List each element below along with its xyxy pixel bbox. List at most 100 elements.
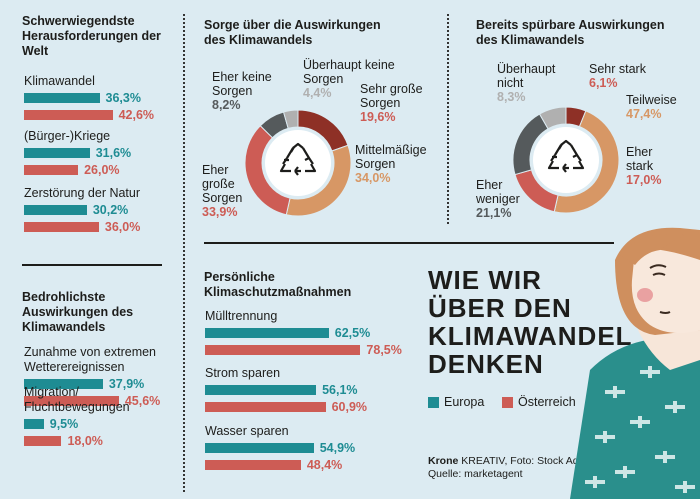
donut-label: Sehr stark 6,1%	[589, 62, 649, 90]
bar-europa	[24, 419, 44, 429]
bar-value-label: 56,1%	[322, 383, 358, 397]
person-illustration	[570, 227, 700, 499]
chart1-title: Schwerwiegendste Herausforderungen der W…	[22, 14, 161, 58]
main-title-line-3: KLIMAWANDEL	[428, 321, 633, 351]
category-label: Klimawandel	[24, 74, 95, 88]
category-label: Migration/ Fluchtbewegungen	[24, 385, 130, 414]
recycle-icon	[279, 142, 317, 176]
bar-europa	[24, 148, 90, 158]
bar-value-label: 18,0%	[67, 434, 103, 448]
donut-center	[533, 127, 599, 193]
donut-label-value: 6,1%	[589, 76, 618, 90]
main-title: WIE WIR ÜBER DEN KLIMAWANDEL DENKEN	[428, 266, 633, 378]
category-label: Mülltrennung	[205, 309, 278, 323]
donut-label: Überhaupt nicht 8,3%	[497, 62, 557, 104]
bar-oesterreich	[24, 222, 99, 232]
main-title-line-2: ÜBER DEN	[428, 293, 572, 323]
source-credit-text: KREATIV, Foto: Stock Adobe	[461, 455, 597, 467]
bar-europa	[24, 379, 103, 389]
legend-europa-label: Europa	[444, 395, 485, 409]
donut-label-value: 33,9%	[202, 205, 238, 219]
recycle-icon	[547, 139, 585, 173]
category-label: Strom sparen	[205, 366, 281, 380]
bar-value-label: 45,6%	[124, 394, 161, 408]
separator-mid-h	[204, 242, 614, 244]
chart2-title: Bedrohlichste Auswirkungen des Klimawand…	[22, 290, 134, 334]
bar-value-label: 31,6%	[95, 146, 132, 160]
donut-label-value: 4,4%	[303, 86, 332, 100]
donut-slice	[282, 109, 299, 129]
source-brand: Krone	[428, 455, 459, 467]
bar-value-label: 42,6%	[118, 108, 155, 122]
legend-europa-swatch	[428, 397, 439, 408]
chart5-title: Persönliche Klimaschutzmaßnahmen	[204, 270, 352, 299]
bar-europa	[205, 385, 317, 395]
donut-label: Überhaupt keine Sorgen 4,4%	[303, 58, 403, 100]
donut-label-value: 8,3%	[497, 90, 526, 104]
donut-label: Teilweise 47,4%	[626, 93, 686, 121]
donut-label-value: 34,0%	[355, 171, 391, 185]
bar-value-label: 36,0%	[104, 220, 141, 234]
donut-slice	[553, 110, 620, 214]
chart4-donut	[512, 106, 620, 214]
bar-oesterreich	[205, 460, 301, 470]
donut-label-name: Überhaupt nicht	[497, 62, 556, 90]
donut-label: Sehr große Sorgen 19,6%	[360, 82, 432, 124]
separator-left	[183, 14, 185, 492]
bar-oesterreich	[24, 396, 119, 406]
bar-oesterreich	[24, 165, 79, 175]
bar-oesterreich	[205, 345, 361, 355]
source-quelle: Quelle: marketagent	[428, 468, 523, 480]
donut-label-name: Eher große Sorgen	[202, 163, 243, 205]
bar-europa	[205, 328, 329, 338]
bar-value-label: 48,4%	[306, 458, 343, 472]
bar-europa	[24, 93, 100, 103]
donut-label-name: Überhaupt keine Sorgen	[303, 58, 395, 86]
bar-value-label: 62,5%	[334, 326, 371, 340]
donut-label-name: Sehr große Sorgen	[360, 82, 423, 110]
donut-label: Eher stark 17,0%	[626, 145, 676, 187]
bar-oesterreich	[24, 110, 113, 120]
main-title-line-1: WIE WIR	[428, 265, 542, 295]
donut-label-name: Eher weniger	[476, 178, 520, 206]
bar-value-label: 37,9%	[108, 377, 145, 391]
bar-oesterreich	[24, 436, 62, 446]
category-label: Zunahme von extremen Wetterereignissen	[24, 345, 157, 374]
bar-value-label: 26,0%	[84, 163, 120, 177]
bar-europa	[205, 443, 314, 453]
separator-right	[447, 14, 449, 224]
chart3-title: Sorge über die Auswirkungen des Klimawan…	[204, 18, 381, 47]
donut-label-name: Teilweise	[626, 93, 677, 107]
bar-value-label: 9,5%	[49, 417, 79, 431]
donut-label-name: Eher keine Sorgen	[212, 70, 272, 98]
bar-value-label: 36,3%	[105, 91, 141, 105]
donut-label-value: 21,1%	[476, 206, 512, 220]
bar-value-label: 60,9%	[331, 400, 368, 414]
donut-slice	[538, 106, 567, 130]
bar-oesterreich	[205, 402, 326, 412]
category-label: (Bürger-)Kriege	[24, 129, 111, 143]
donut-center	[265, 130, 331, 196]
chart4-title: Bereits spürbare Auswirkungen des Klimaw…	[476, 18, 665, 47]
donut-label: Mittelmäßige Sorgen 34,0%	[355, 143, 445, 185]
main-title-line-4: DENKEN	[428, 349, 544, 379]
bar-value-label: 54,9%	[319, 441, 356, 455]
category-label: Wasser sparen	[205, 424, 289, 438]
donut-label: Eher keine Sorgen 8,2%	[212, 70, 274, 112]
bar-value-label: 78,5%	[366, 343, 402, 357]
legend-oesterreich-swatch	[502, 397, 513, 408]
bar-europa	[24, 205, 87, 215]
source-credit: Krone KREATIV, Foto: Stock Adobe	[428, 455, 596, 468]
donut-label-value: 19,6%	[360, 110, 396, 124]
donut-label-name: Eher stark	[626, 145, 654, 173]
donut-label-name: Sehr stark	[589, 62, 646, 76]
donut-label-value: 17,0%	[626, 173, 662, 187]
separator-left-h	[22, 264, 162, 266]
donut-label-value: 47,4%	[626, 107, 662, 121]
bar-value-label: 30,2%	[92, 203, 129, 217]
donut-label: Eher große Sorgen 33,9%	[202, 163, 250, 219]
donut-label: Eher weniger 21,1%	[476, 178, 536, 220]
donut-label-value: 8,2%	[212, 98, 241, 112]
chart3-donut	[244, 109, 352, 217]
donut-label-name: Mittelmäßige Sorgen	[355, 143, 427, 171]
